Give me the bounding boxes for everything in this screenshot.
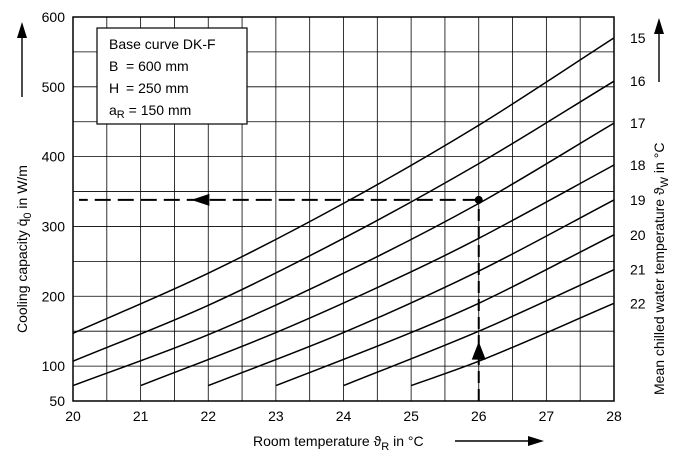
y-tick-label: 50 <box>49 393 65 409</box>
y-tick-label: 500 <box>42 79 66 95</box>
x-axis-title: Room temperature ϑR in °C <box>253 433 424 453</box>
curve-22 <box>410 302 615 387</box>
curve-label-16: 16 <box>630 73 646 89</box>
y-axis-arrowhead <box>17 22 27 38</box>
y-tick-label: 200 <box>42 288 66 304</box>
y-tick-label: 300 <box>42 218 66 234</box>
x-tick-label: 22 <box>200 408 216 424</box>
x-tick-label: 20 <box>65 408 81 424</box>
x-tick-label: 21 <box>133 408 149 424</box>
curve-18 <box>140 164 615 387</box>
y2-axis-title-group: Mean chilled water temperature ϑW in °C <box>651 18 671 395</box>
plot-frame <box>72 16 615 402</box>
x-tick-label: 27 <box>539 408 555 424</box>
curve-17 <box>72 122 615 387</box>
curve-20 <box>275 234 615 387</box>
curve-label-18: 18 <box>630 157 646 173</box>
curve-15 <box>72 37 615 334</box>
curve-19 <box>208 199 615 387</box>
legend-row-h: H = 250 mm <box>109 80 189 96</box>
curve-label-17: 17 <box>630 115 646 131</box>
curves <box>72 37 615 387</box>
y-axis-title: Cooling capacity q̇0 in W/m <box>14 165 34 333</box>
x-axis-title-group: Room temperature ϑR in °C <box>253 433 544 453</box>
x-tick-label: 25 <box>403 408 419 424</box>
example-up-arrowhead <box>471 341 486 360</box>
legend-row-b: B = 600 mm <box>109 58 189 74</box>
curve-21 <box>343 269 615 387</box>
x-tick-label: 28 <box>606 408 622 424</box>
x-axis-arrowhead <box>528 436 544 446</box>
x-tick-labels: 20 21 22 23 24 25 26 27 28 <box>65 408 622 424</box>
curve-label-19: 19 <box>630 192 646 208</box>
y-axis-title-group: Cooling capacity q̇0 in W/m <box>14 22 34 333</box>
curve-label-20: 20 <box>630 227 646 243</box>
x-tick-label: 26 <box>471 408 487 424</box>
legend-box: Base curve DK-F B = 600 mm H = 250 mm aR… <box>96 27 248 125</box>
y-tick-label: 400 <box>42 149 66 165</box>
example-point <box>474 195 483 204</box>
y2-axis-arrowhead <box>654 18 664 34</box>
grid <box>73 17 614 401</box>
curve-labels: 15 16 17 18 19 20 21 22 <box>630 30 646 311</box>
curve-16 <box>72 80 615 362</box>
y-tick-label: 100 <box>42 358 66 374</box>
legend-row-ar: aR = 150 mm <box>109 102 191 121</box>
curve-label-15: 15 <box>630 30 646 46</box>
y-tick-label: 600 <box>42 9 66 25</box>
legend-title: Base curve DK-F <box>109 36 216 52</box>
curve-label-21: 21 <box>630 262 646 278</box>
y2-axis-title: Mean chilled water temperature ϑW in °C <box>651 143 671 395</box>
y-tick-labels: 50 100 200 300 400 500 600 <box>42 9 66 409</box>
x-tick-label: 23 <box>268 408 284 424</box>
x-tick-label: 24 <box>336 408 352 424</box>
curve-label-22: 22 <box>630 295 646 311</box>
example-reading <box>79 193 486 401</box>
example-left-arrowhead <box>191 193 210 206</box>
